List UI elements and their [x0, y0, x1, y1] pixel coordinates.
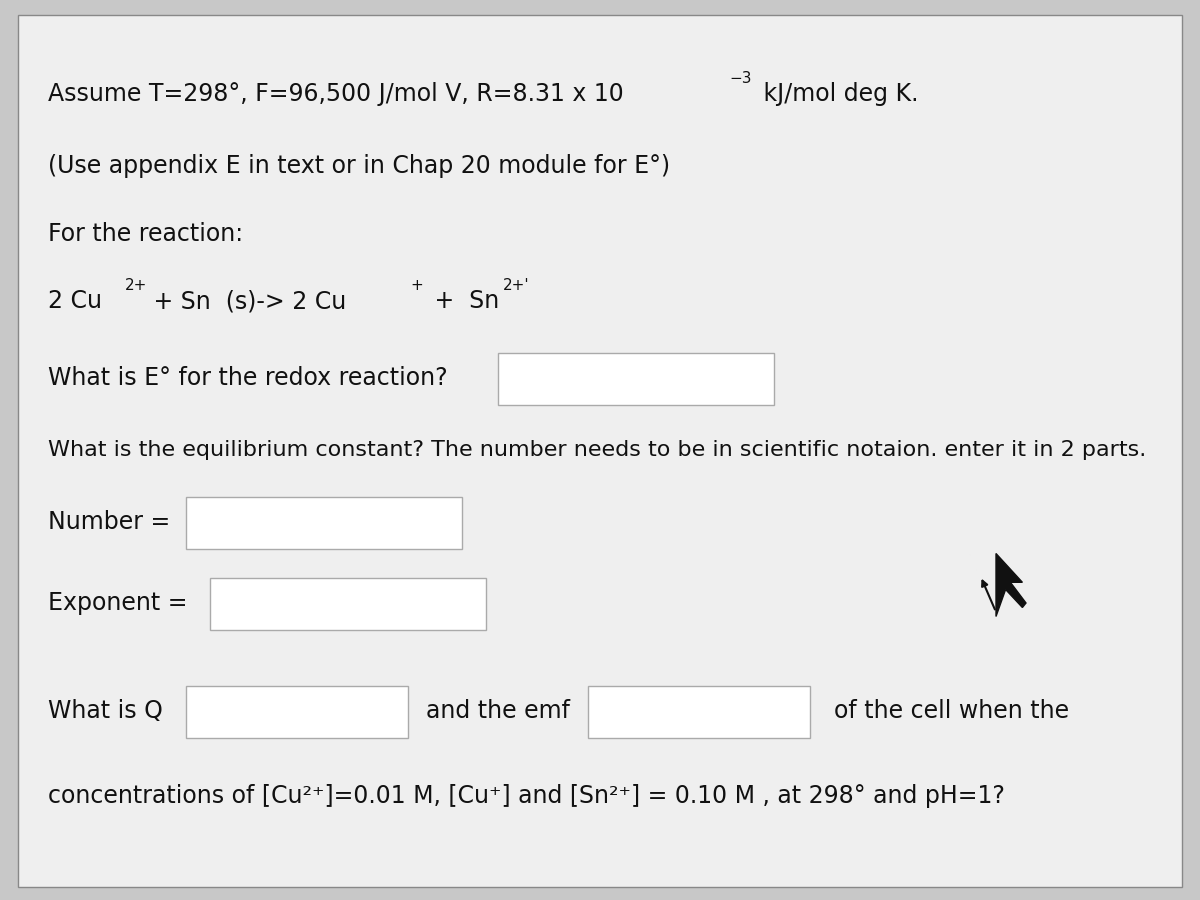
Text: Number =: Number = [48, 510, 170, 534]
Text: −3: −3 [730, 71, 752, 86]
Text: Exponent =: Exponent = [48, 591, 187, 615]
FancyBboxPatch shape [210, 578, 486, 630]
Text: concentrations of [Cu²⁺]=0.01 M, [Cu⁺] and [Sn²⁺] = 0.10 M , at 298° and pH=1?: concentrations of [Cu²⁺]=0.01 M, [Cu⁺] a… [48, 785, 1004, 808]
Text: 2 Cu: 2 Cu [48, 290, 102, 313]
Text: Assume T=298°, F=96,500 J/mol V, R=8.31 x 10: Assume T=298°, F=96,500 J/mol V, R=8.31 … [48, 83, 624, 106]
Text: 2+: 2+ [125, 278, 148, 293]
Text: kJ/mol deg K.: kJ/mol deg K. [756, 83, 918, 106]
Text: of the cell when the: of the cell when the [834, 699, 1069, 723]
FancyBboxPatch shape [186, 497, 462, 549]
Text: What is Q: What is Q [48, 699, 163, 723]
FancyBboxPatch shape [186, 686, 408, 738]
FancyBboxPatch shape [588, 686, 810, 738]
Text: + Sn  (s)-> 2 Cu: + Sn (s)-> 2 Cu [146, 290, 347, 313]
Text: +  Sn: + Sn [427, 290, 499, 313]
Text: For the reaction:: For the reaction: [48, 222, 244, 246]
Text: What is E° for the redox reaction?: What is E° for the redox reaction? [48, 366, 448, 390]
Text: (Use appendix E in text or in Chap 20 module for E°): (Use appendix E in text or in Chap 20 mo… [48, 155, 670, 178]
Text: and the emf: and the emf [426, 699, 570, 723]
Text: 2+': 2+' [503, 278, 529, 293]
FancyBboxPatch shape [498, 353, 774, 405]
Text: What is the equilibrium constant? The number needs to be in scientific notaion. : What is the equilibrium constant? The nu… [48, 440, 1146, 460]
Text: +: + [410, 278, 424, 293]
FancyBboxPatch shape [18, 15, 1182, 886]
Polygon shape [996, 554, 1026, 616]
